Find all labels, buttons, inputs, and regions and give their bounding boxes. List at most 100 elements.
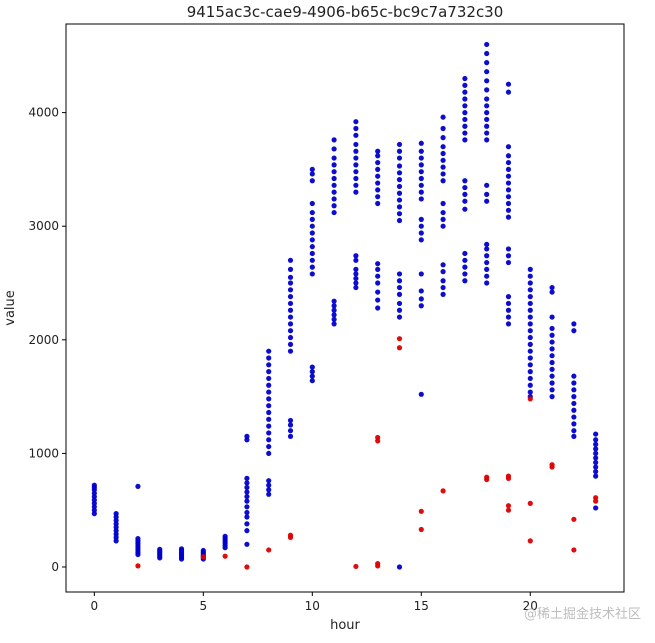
data-point-series-1 <box>571 373 577 379</box>
data-point-series-2 <box>527 500 533 506</box>
data-point-series-1 <box>505 307 512 313</box>
data-point-series-1 <box>396 177 403 183</box>
data-point-series-1 <box>396 300 403 307</box>
data-point-series-1 <box>353 125 359 132</box>
data-point-series-1 <box>549 332 555 338</box>
data-point-series-1 <box>331 303 337 309</box>
data-point-series-1 <box>418 175 424 182</box>
y-tick-label: 1000 <box>28 446 59 460</box>
data-point-series-1 <box>375 153 381 159</box>
data-point-series-1 <box>418 169 424 175</box>
data-point-series-1 <box>549 359 555 366</box>
data-point-series-1 <box>244 541 250 547</box>
data-point-series-2 <box>418 526 424 533</box>
data-point-series-1 <box>353 284 359 291</box>
data-point-series-1 <box>287 314 294 320</box>
data-point-series-1 <box>593 464 599 470</box>
data-point-series-2 <box>527 396 533 402</box>
data-point-series-1 <box>440 164 446 170</box>
watermark: @稀土掘金技术社区 <box>524 606 641 622</box>
data-point-series-1 <box>266 423 272 429</box>
data-point-series-1 <box>353 253 359 259</box>
data-point-series-1 <box>309 209 315 216</box>
data-point-series-1 <box>309 369 315 375</box>
data-point-series-1 <box>309 257 315 263</box>
data-point-series-1 <box>287 422 294 428</box>
data-point-series-1 <box>462 278 468 284</box>
data-point-series-1 <box>440 200 446 207</box>
data-point-series-1 <box>505 159 512 166</box>
data-point-series-1 <box>440 114 446 120</box>
data-point-series-1 <box>375 266 381 272</box>
data-point-series-1 <box>331 182 337 188</box>
data-point-series-1 <box>484 41 490 48</box>
data-point-series-1 <box>462 257 468 263</box>
data-point-series-1 <box>331 155 337 161</box>
data-point-series-1 <box>527 266 533 272</box>
data-point-series-1 <box>396 197 403 203</box>
data-point-series-1 <box>418 271 424 277</box>
data-point-series-1 <box>266 355 272 361</box>
data-point-series-1 <box>309 364 315 370</box>
data-point-series-1 <box>549 394 555 400</box>
data-point-series-1 <box>505 180 512 186</box>
data-point-series-1 <box>309 264 315 270</box>
data-point-series-1 <box>505 153 512 159</box>
data-point-series-1 <box>266 482 272 488</box>
data-point-series-1 <box>287 334 294 341</box>
data-point-series-1 <box>462 184 468 191</box>
data-point-series-1 <box>396 291 403 297</box>
data-point-series-1 <box>418 296 424 302</box>
data-point-series-1 <box>287 274 294 280</box>
data-point-series-1 <box>505 294 512 300</box>
data-point-series-1 <box>396 141 403 148</box>
data-point-series-1 <box>527 355 533 361</box>
data-point-series-1 <box>527 334 533 341</box>
data-point-series-1 <box>571 394 577 400</box>
data-point-series-1 <box>462 110 468 116</box>
data-point-series-1 <box>353 169 359 175</box>
data-point-series-1 <box>484 259 490 266</box>
data-point-series-1 <box>331 312 337 318</box>
data-point-series-1 <box>418 237 424 243</box>
data-point-series-1 <box>440 269 446 275</box>
x-tick-label: 20 <box>523 599 538 613</box>
data-point-series-2 <box>222 553 228 559</box>
data-point-series-1 <box>353 189 359 195</box>
data-point-series-2 <box>593 495 599 501</box>
data-point-series-1 <box>505 89 512 95</box>
x-tick-label: 5 <box>200 599 208 613</box>
data-point-series-1 <box>593 473 599 479</box>
data-point-series-1 <box>418 288 424 294</box>
data-point-series-1 <box>571 328 577 334</box>
data-point-series-1 <box>418 216 424 222</box>
data-point-series-1 <box>505 246 512 252</box>
data-point-series-1 <box>527 287 533 293</box>
chart-title: 9415ac3c-cae9-4906-b65c-bc9c7a732c30 <box>187 3 504 21</box>
data-point-series-2 <box>440 488 446 494</box>
data-point-series-1 <box>440 291 446 297</box>
data-point-series-1 <box>440 278 446 284</box>
data-point-series-1 <box>375 194 381 200</box>
data-point-series-1 <box>484 182 490 188</box>
data-point-series-1 <box>593 431 599 437</box>
data-point-series-1 <box>375 200 381 207</box>
data-point-series-1 <box>527 294 533 300</box>
data-point-series-1 <box>505 214 512 220</box>
data-point-series-1 <box>462 89 468 95</box>
data-point-series-1 <box>309 250 315 257</box>
data-point-series-1 <box>309 223 315 229</box>
data-point-series-1 <box>527 321 533 327</box>
data-point-series-1 <box>549 325 555 332</box>
data-point-series-1 <box>418 182 424 188</box>
data-point-series-1 <box>527 273 533 279</box>
data-point-series-1 <box>331 146 337 152</box>
data-point-series-1 <box>375 180 381 186</box>
data-point-series-1 <box>527 314 533 320</box>
data-point-series-1 <box>396 271 403 277</box>
data-point-series-2 <box>266 547 272 553</box>
data-point-series-1 <box>266 443 272 450</box>
data-point-series-1 <box>287 341 294 347</box>
data-point-series-1 <box>244 484 250 491</box>
